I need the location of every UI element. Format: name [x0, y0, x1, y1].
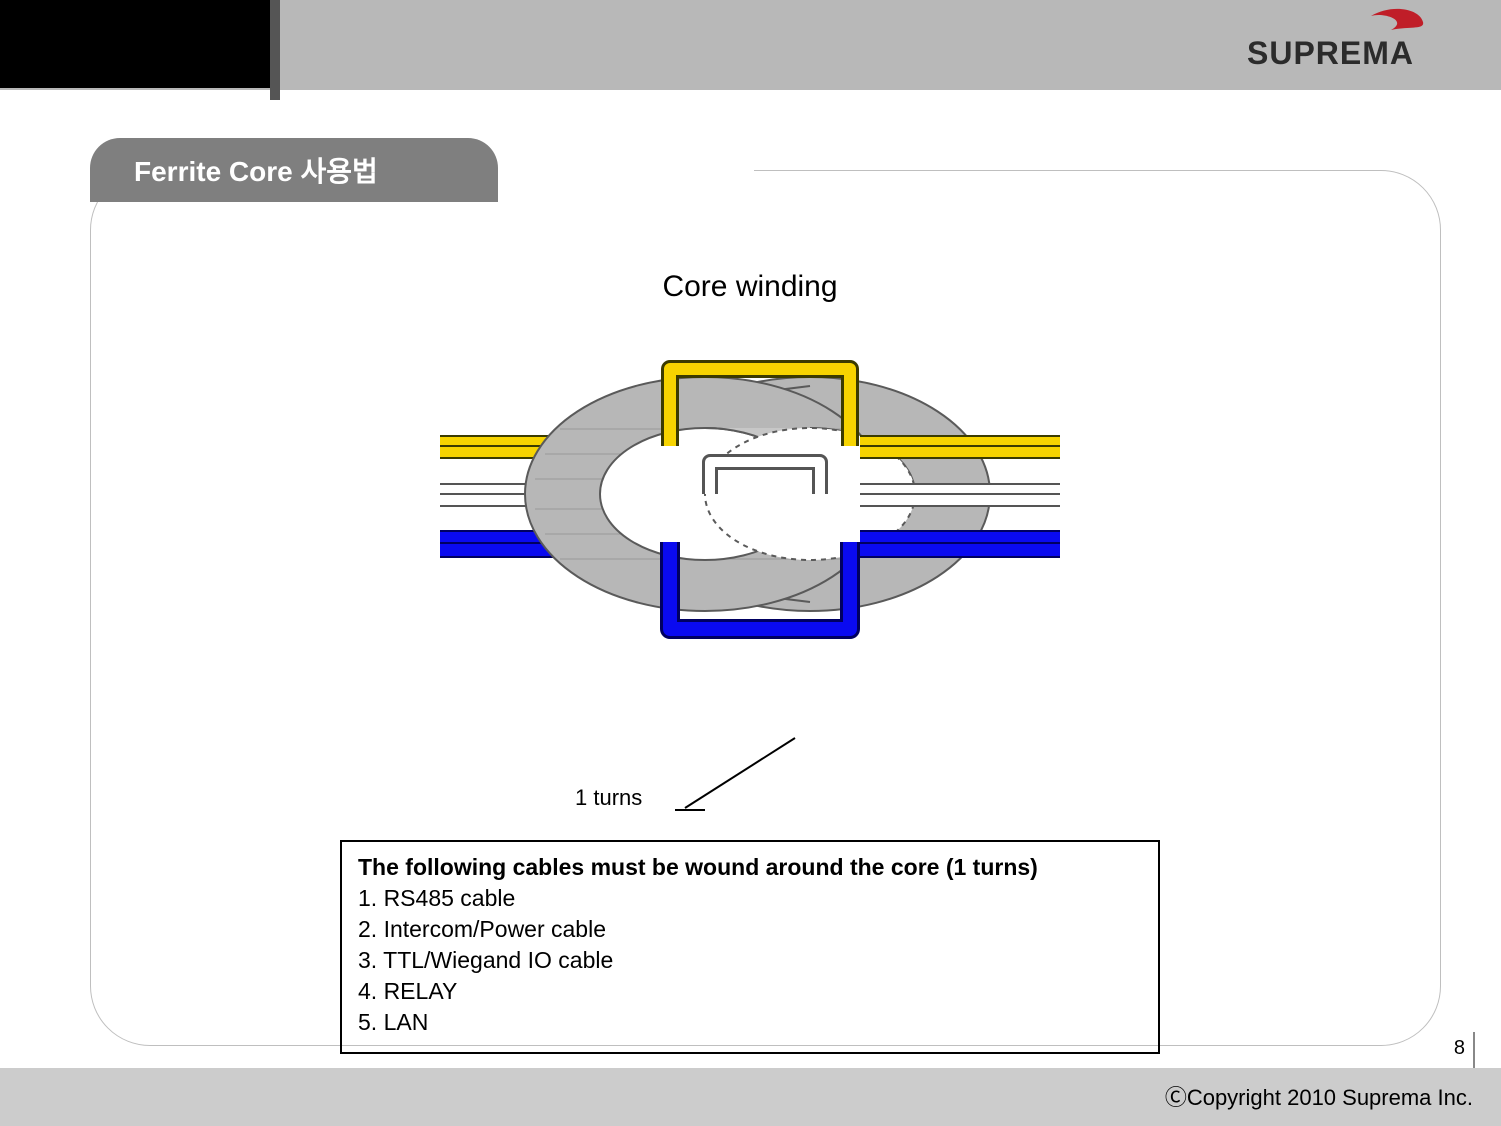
cable-list-item: 1. RS485 cable — [358, 883, 1142, 914]
header-black-box-shadow — [270, 0, 280, 100]
cable-list-box: The following cables must be wound aroun… — [340, 840, 1160, 1054]
header-black-box — [0, 0, 270, 88]
page-number-separator — [1473, 1032, 1475, 1068]
logo-svg: SUPREMA — [1241, 8, 1481, 78]
cable-list-item: 2. Intercom/Power cable — [358, 914, 1142, 945]
cable-list-title: The following cables must be wound aroun… — [358, 852, 1142, 883]
logo-swoosh-icon — [1371, 9, 1423, 30]
logo-text: SUPREMA — [1247, 35, 1414, 71]
turns-pointer-line — [675, 730, 815, 820]
cable-list-item: 4. RELAY — [358, 976, 1142, 1007]
core-winding-diagram — [440, 314, 1060, 704]
diagram-container: Core winding — [340, 270, 1160, 704]
brand-logo: SUPREMA — [1241, 8, 1481, 83]
page-number: 8 — [1454, 1037, 1465, 1060]
turns-label: 1 turns — [575, 785, 642, 811]
slide-title: Ferrite Core 사용법 — [90, 138, 498, 202]
cable-right-leads — [860, 442, 1060, 550]
copyright-text: ⒸCopyright 2010 Suprema Inc. — [1165, 1080, 1473, 1112]
cable-list-item: 5. LAN — [358, 1007, 1142, 1038]
cable-list-item: 3. TTL/Wiegand IO cable — [358, 945, 1142, 976]
diagram-title: Core winding — [340, 270, 1160, 304]
